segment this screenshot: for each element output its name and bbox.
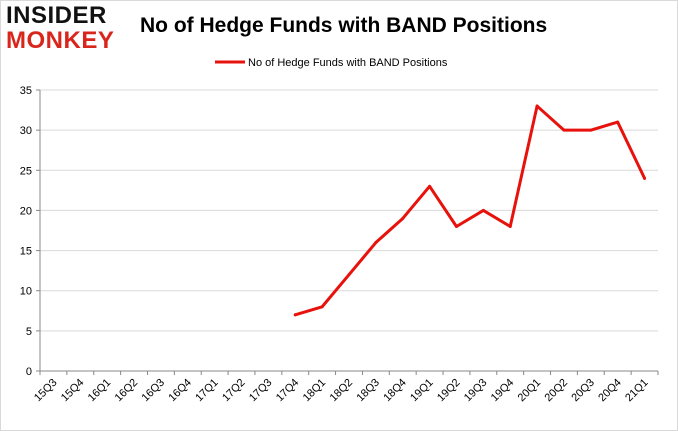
data-point — [454, 224, 458, 228]
x-tick-label: 20Q4 — [596, 377, 624, 405]
data-point — [589, 128, 593, 132]
x-tick-label: 16Q2 — [113, 377, 141, 405]
y-tick-labels: 0 5 10 15 20 25 30 35 — [20, 85, 40, 378]
series-line — [293, 104, 647, 317]
y-tick-label: 15 — [20, 246, 32, 258]
logo-line-1: INSIDER — [6, 2, 107, 29]
x-tick-label: 19Q2 — [435, 377, 463, 405]
chart-title: No of Hedge Funds with BAND Positions — [140, 14, 548, 37]
x-tick-label: 15Q3 — [32, 377, 60, 405]
data-point — [374, 241, 378, 245]
data-point — [320, 305, 324, 309]
insider-monkey-logo: INSIDER MONKEY — [6, 4, 128, 54]
y-tick-label: 10 — [20, 286, 32, 298]
axes — [39, 90, 658, 372]
legend: No of Hedge Funds with BAND Positions — [215, 57, 448, 69]
x-tick-label: 15Q4 — [59, 377, 87, 405]
x-tick-label: 18Q4 — [381, 377, 409, 405]
data-point — [428, 184, 432, 188]
x-tick-label: 20Q3 — [569, 377, 597, 405]
x-tick-labels: 15Q3 15Q4 16Q1 16Q2 16Q3 16Q4 17Q1 17Q2 17Q3 17Q4… — [32, 371, 659, 405]
x-tick-label: 17Q3 — [247, 377, 275, 405]
logo-line-2: MONKEY — [6, 27, 115, 54]
x-tick-label: 20Q2 — [543, 377, 571, 405]
x-tick-label: 19Q3 — [462, 377, 490, 405]
data-point — [562, 128, 566, 132]
x-tick-label: 17Q4 — [274, 377, 302, 405]
x-tick-label: 16Q1 — [86, 377, 114, 405]
x-tick-label: 19Q4 — [489, 377, 517, 405]
y-tick-label: 35 — [20, 85, 32, 97]
gridlines — [40, 89, 658, 332]
x-tick-label: 20Q1 — [516, 377, 544, 405]
y-tick-label: 0 — [26, 366, 32, 378]
x-tick-label: 19Q1 — [408, 377, 436, 405]
data-point — [401, 216, 405, 220]
legend-label: No of Hedge Funds with BAND Positions — [248, 57, 448, 69]
data-point — [616, 120, 620, 124]
series — [293, 104, 647, 317]
x-tick-label: 17Q2 — [220, 377, 248, 405]
x-tick-label: 21Q1 — [623, 377, 651, 405]
x-tick-label: 16Q4 — [166, 377, 194, 405]
x-tick-label: 18Q3 — [354, 377, 382, 405]
x-tick-label: 16Q3 — [140, 377, 168, 405]
x-tick-label: 17Q1 — [193, 377, 221, 405]
data-point — [481, 208, 485, 212]
y-tick-label: 5 — [26, 326, 32, 338]
x-tick-label: 18Q1 — [301, 377, 329, 405]
y-tick-label: 20 — [20, 205, 32, 217]
data-point — [508, 224, 512, 228]
y-tick-label: 25 — [20, 165, 32, 177]
x-tick-label: 18Q2 — [328, 377, 356, 405]
data-point — [293, 313, 297, 317]
y-tick-label: 30 — [20, 125, 32, 137]
data-point — [643, 176, 647, 180]
data-point — [347, 273, 351, 277]
data-point — [535, 104, 539, 108]
